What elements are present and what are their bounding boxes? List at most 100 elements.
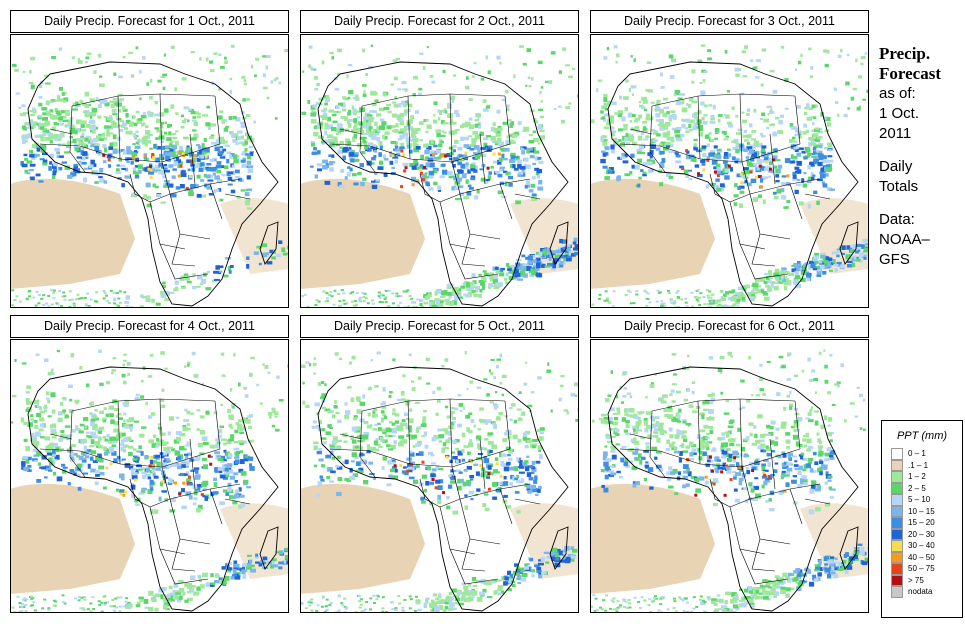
- precip-cell: [697, 296, 701, 299]
- precip-cell: [78, 141, 84, 146]
- precip-cell: [743, 129, 748, 134]
- precip-cell: [796, 179, 801, 182]
- precip-cell: [774, 268, 780, 274]
- precip-cell: [228, 266, 232, 271]
- precip-cell: [94, 409, 98, 412]
- precip-cell: [432, 593, 438, 597]
- precip-cell: [423, 165, 426, 169]
- precip-cell: [370, 134, 377, 139]
- precip-cell: [406, 144, 412, 149]
- precip-cell: [103, 180, 107, 184]
- precip-cell: [151, 469, 156, 473]
- precip-cell: [324, 126, 329, 130]
- precip-cell: [322, 164, 328, 170]
- precip-cell: [511, 158, 516, 163]
- precip-cell: [759, 278, 765, 281]
- precip-cell: [543, 551, 550, 554]
- precip-cell: [116, 168, 120, 172]
- precip-cell: [157, 441, 161, 447]
- precip-cell: [377, 295, 381, 298]
- precip-cell: [70, 172, 75, 177]
- precip-cell: [677, 296, 680, 299]
- precip-cell: [606, 47, 610, 51]
- precip-cell: [433, 144, 438, 148]
- precip-cell: [809, 75, 814, 79]
- precip-cell: [816, 271, 822, 275]
- precip-cell: [784, 270, 790, 274]
- precip-cell: [467, 596, 474, 602]
- precip-cell: [190, 412, 195, 415]
- precip-cell: [463, 468, 468, 472]
- precip-cell: [49, 109, 54, 113]
- precip-cell: [453, 594, 459, 598]
- precip-cell: [445, 301, 451, 306]
- precip-cell: [828, 149, 832, 152]
- precip-cell: [742, 167, 749, 172]
- precip-cell: [271, 560, 275, 565]
- precip-cell: [468, 442, 474, 448]
- precip-cell: [102, 435, 107, 439]
- precip-field: [10, 44, 289, 308]
- precip-cell: [422, 66, 426, 70]
- precip-cell: [34, 460, 38, 463]
- precip-cell: [798, 147, 804, 151]
- precip-cell: [142, 56, 146, 60]
- precip-cell: [435, 289, 442, 294]
- precip-cell: [198, 578, 202, 583]
- precip-cell: [506, 107, 510, 112]
- precip-cell: [149, 459, 154, 465]
- precip-cell: [24, 169, 29, 174]
- precip-cell: [698, 126, 704, 132]
- precip-cell: [358, 467, 364, 471]
- precip-cell: [204, 183, 209, 188]
- precip-cell: [402, 162, 409, 167]
- precip-cell: [32, 601, 36, 604]
- precip-cell: [170, 499, 176, 502]
- precip-cell: [717, 151, 721, 156]
- precip-cell: [777, 164, 783, 169]
- precip-cell: [536, 175, 541, 179]
- precip-cell: [850, 249, 855, 252]
- precip-cell: [183, 419, 190, 422]
- precip-cell: [723, 155, 729, 159]
- precip-cell: [469, 148, 475, 151]
- precip-cell: [471, 593, 475, 598]
- precip-cell: [786, 199, 791, 204]
- precip-cell: [166, 465, 172, 469]
- precip-cell: [77, 486, 82, 491]
- precip-cell: [553, 108, 557, 111]
- precip-cell: [156, 118, 161, 123]
- precip-cell: [713, 300, 719, 304]
- precip-cell: [413, 141, 417, 144]
- precip-cell: [359, 418, 365, 422]
- precip-cell: [371, 157, 376, 161]
- precip-cell: [822, 258, 829, 263]
- precip-cell: [342, 108, 347, 112]
- precip-cell: [164, 597, 168, 602]
- precip-cell: [269, 564, 274, 569]
- precip-cell: [382, 413, 386, 417]
- precip-cell: [797, 133, 802, 139]
- precip-cell: [240, 502, 246, 508]
- precip-cell: [768, 270, 772, 276]
- precip-cell: [98, 465, 105, 470]
- precip-cell: [657, 123, 664, 127]
- precip-cell: [124, 463, 131, 468]
- precip-cell: [28, 81, 34, 85]
- precip-cell: [727, 164, 731, 168]
- precip-cell: [189, 458, 194, 462]
- precip-cell: [202, 572, 208, 578]
- precip-cell: [408, 476, 415, 480]
- precip-cell: [123, 448, 127, 453]
- precip-cell: [781, 267, 787, 271]
- precip-cell: [531, 460, 536, 466]
- precip-cell: [206, 270, 210, 274]
- precip-cell: [402, 130, 407, 133]
- precip-cell: [712, 104, 716, 110]
- precip-cell: [486, 166, 490, 170]
- precip-cell: [190, 160, 194, 164]
- precip-cell: [605, 297, 609, 300]
- precip-cell: [525, 164, 531, 170]
- precip-cell: [316, 150, 321, 155]
- precip-cell: [570, 392, 576, 397]
